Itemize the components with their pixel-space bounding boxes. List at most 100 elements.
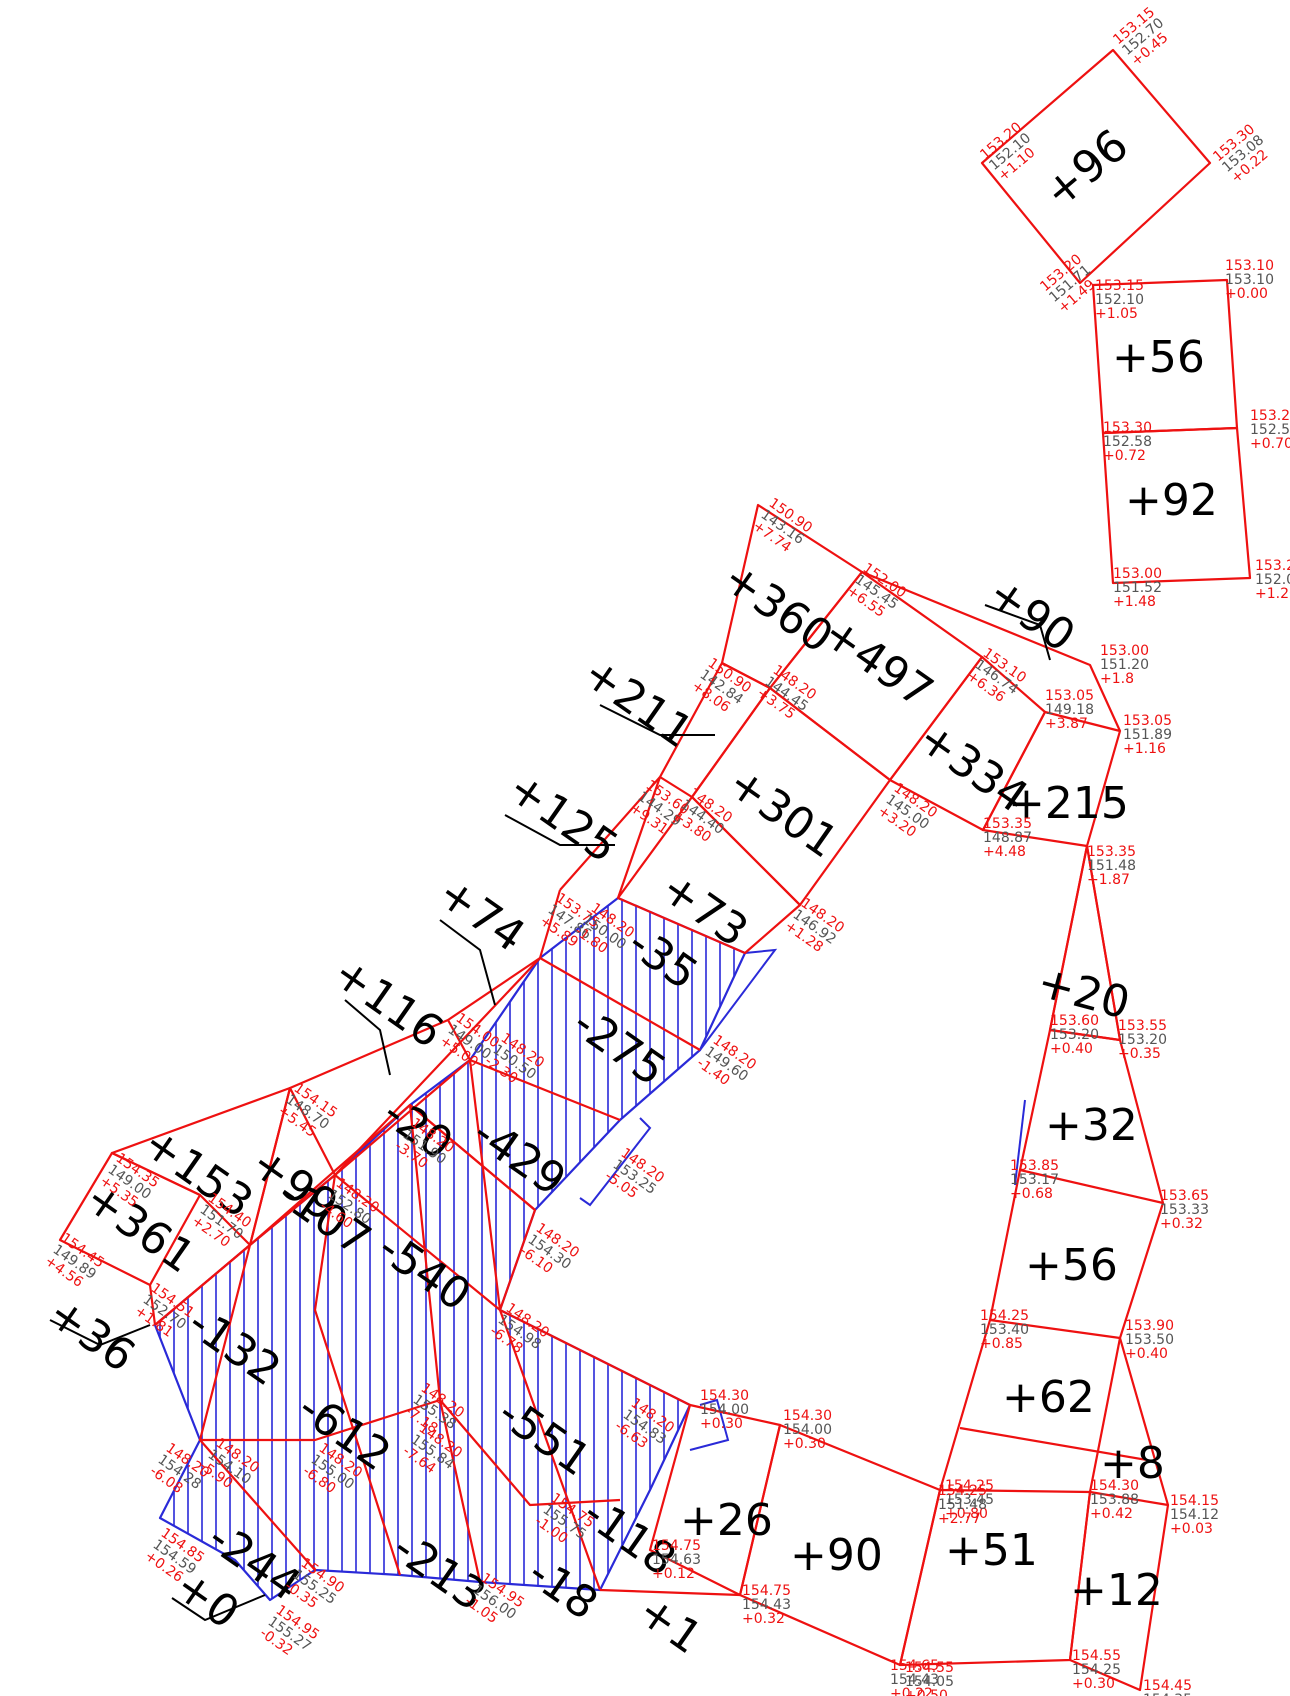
existing-elevation: 154.63 <box>652 1552 701 1568</box>
elevation-difference: +0.12 <box>652 1566 695 1582</box>
elevation-difference: +0.30 <box>700 1416 743 1432</box>
existing-elevation: 154.00 <box>783 1422 832 1438</box>
design-elevation: 154.45 <box>1143 1678 1192 1694</box>
elevation-difference: +0.85 <box>980 1336 1023 1352</box>
design-elevation: 153.55 <box>1118 1018 1167 1034</box>
existing-elevation: 152.58 <box>1103 434 1152 450</box>
vol-301: +301 <box>719 757 847 868</box>
existing-elevation: 149.18 <box>1045 702 1094 718</box>
existing-elevation: 153.40 <box>980 1322 1029 1338</box>
design-elevation: 153.00 <box>1113 566 1162 582</box>
elevation-difference: +0.70 <box>1250 436 1290 452</box>
design-elevation: 154.55 <box>1072 1648 1121 1664</box>
existing-elevation: 151.52 <box>1113 580 1162 596</box>
design-elevation: 153.90 <box>1125 1318 1174 1334</box>
existing-elevation: 151.48 <box>1087 858 1136 874</box>
design-elevation: 153.10 <box>1225 258 1274 274</box>
design-elevation: 153.20 <box>1250 408 1290 424</box>
vol-51: +51 <box>945 1525 1038 1576</box>
vol-215: +215 <box>1008 778 1129 829</box>
elevation-difference: +0.35 <box>1118 1046 1161 1062</box>
leader-211 <box>599 704 715 736</box>
design-elevation: 154.75 <box>742 1583 791 1599</box>
vol-56a: +56 <box>1112 332 1205 383</box>
east-blue-mark <box>1014 1099 1026 1186</box>
elevation-difference: +0.40 <box>1125 1346 1168 1362</box>
east-right-edge <box>1085 845 1170 1506</box>
elevation-difference: +4.48 <box>983 844 1026 860</box>
cell-51 <box>898 1488 1092 1667</box>
vol-211: +211 <box>574 647 702 758</box>
design-elevation: 153.65 <box>1160 1188 1209 1204</box>
design-elevation: 154.25 <box>938 1483 987 1499</box>
leader-125 <box>504 814 615 846</box>
leader-116 <box>344 999 391 1076</box>
elevation-difference: +2.77 <box>938 1511 981 1527</box>
existing-elevation: 154.35 <box>1143 1692 1192 1696</box>
elevation-difference: +0.50 <box>905 1688 948 1696</box>
cell-99-edge <box>154 1087 292 1326</box>
elevation-difference: +0.80 <box>945 1506 988 1522</box>
vol-8: +8 <box>1100 1438 1165 1489</box>
existing-elevation: 151.20 <box>1100 657 1149 673</box>
design-elevation: 154.30 <box>1090 1478 1139 1494</box>
design-elevation: 154.65 <box>890 1658 939 1674</box>
cut-notch-3 <box>689 1398 730 1451</box>
leader-90a <box>984 604 1051 661</box>
cell-1-edge <box>599 1588 741 1597</box>
existing-elevation: 148.87 <box>983 830 1032 846</box>
existing-elevation: 153.33 <box>1160 1202 1209 1218</box>
design-elevation: 153.15 <box>1095 278 1144 294</box>
vol-96: +96 <box>1034 120 1138 219</box>
existing-elevation: 153.45 <box>945 1492 994 1508</box>
cut-grid-7 <box>313 1174 402 1576</box>
design-elevation: 153.60 <box>1050 1013 1099 1029</box>
east-row-2 <box>1019 1168 1164 1205</box>
existing-elevation: 153.10 <box>1225 272 1274 288</box>
elevation-difference: +0.32 <box>742 1611 785 1627</box>
existing-elevation: 151.48 <box>938 1497 987 1513</box>
existing-elevation: 154.12 <box>1170 1507 1219 1523</box>
vol-125: +125 <box>499 762 627 873</box>
elevation-difference: +0.72 <box>1103 448 1146 464</box>
east-col-8 <box>1088 1337 1122 1493</box>
cut-zone-outline <box>153 896 747 1602</box>
grid-cells <box>58 48 1252 1692</box>
vol-12: +12 <box>1070 1565 1163 1616</box>
design-elevation: 154.25 <box>945 1478 994 1494</box>
existing-elevation: 153.50 <box>1125 1332 1174 1348</box>
design-elevation: 154.30 <box>700 1388 749 1404</box>
existing-elevation: 153.88 <box>1090 1492 1139 1508</box>
cut-notch-2 <box>579 1117 652 1207</box>
cut-grid-9 <box>468 1059 602 1591</box>
vol-497: +497 <box>814 607 942 718</box>
cut-grid-4 <box>249 1103 537 1311</box>
existing-elevation: 152.50 <box>1250 422 1290 438</box>
vol-92: +92 <box>1125 475 1218 526</box>
